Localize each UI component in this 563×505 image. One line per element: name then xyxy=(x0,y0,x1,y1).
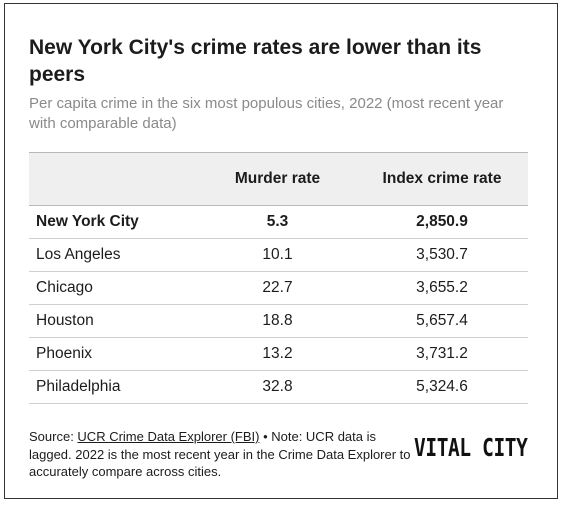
murder-rate-cell: 32.8 xyxy=(199,370,356,404)
vital-city-logo: VITAL CITY xyxy=(414,433,528,462)
index-crime-rate-cell: 2,850.9 xyxy=(356,205,528,239)
index-crime-rate-cell: 3,655.2 xyxy=(356,271,528,305)
header-index-crime-rate: Index crime rate xyxy=(356,152,528,206)
source-note-text: • Note: UCR data is lagged. 2022 is the … xyxy=(29,429,411,479)
table-row: New York City 5.3 2,850.9 xyxy=(29,205,528,239)
index-crime-rate-cell: 5,657.4 xyxy=(356,304,528,338)
index-crime-rate-cell: 3,731.2 xyxy=(356,337,528,371)
city-cell: Chicago xyxy=(29,271,199,305)
table-row: Houston 18.8 5,657.4 xyxy=(29,304,528,338)
murder-rate-cell: 22.7 xyxy=(199,271,356,305)
murder-rate-cell: 5.3 xyxy=(199,205,356,239)
source-prefix: Source: xyxy=(29,429,78,444)
source-link[interactable]: UCR Crime Data Explorer (FBI) xyxy=(77,429,260,444)
murder-rate-cell: 13.2 xyxy=(199,337,356,371)
table-header-row: Murder rate Index crime rate xyxy=(29,152,528,206)
header-city xyxy=(29,152,199,206)
header-murder-rate: Murder rate xyxy=(199,152,356,206)
index-crime-rate-cell: 5,324.6 xyxy=(356,370,528,404)
city-cell: Los Angeles xyxy=(29,238,199,272)
chart-title: New York City's crime rates are lower th… xyxy=(29,36,482,86)
murder-rate-cell: 18.8 xyxy=(199,304,356,338)
index-crime-rate-cell: 3,530.7 xyxy=(356,238,528,272)
table-row: Phoenix 13.2 3,731.2 xyxy=(29,337,528,371)
source-note: Source: UCR Crime Data Explorer (FBI) • … xyxy=(29,428,419,481)
city-cell: Houston xyxy=(29,304,199,338)
table-row: Los Angeles 10.1 3,530.7 xyxy=(29,238,528,272)
city-cell: New York City xyxy=(29,205,199,239)
murder-rate-cell: 10.1 xyxy=(199,238,356,272)
crime-table: Murder rate Index crime rate New York Ci… xyxy=(29,152,528,404)
table-row: Philadelphia 32.8 5,324.6 xyxy=(29,370,528,404)
chart-subtitle: Per capita crime in the six most populou… xyxy=(29,95,504,132)
table-row: Chicago 22.7 3,655.2 xyxy=(29,271,528,305)
city-cell: Philadelphia xyxy=(29,370,199,404)
city-cell: Phoenix xyxy=(29,337,199,371)
